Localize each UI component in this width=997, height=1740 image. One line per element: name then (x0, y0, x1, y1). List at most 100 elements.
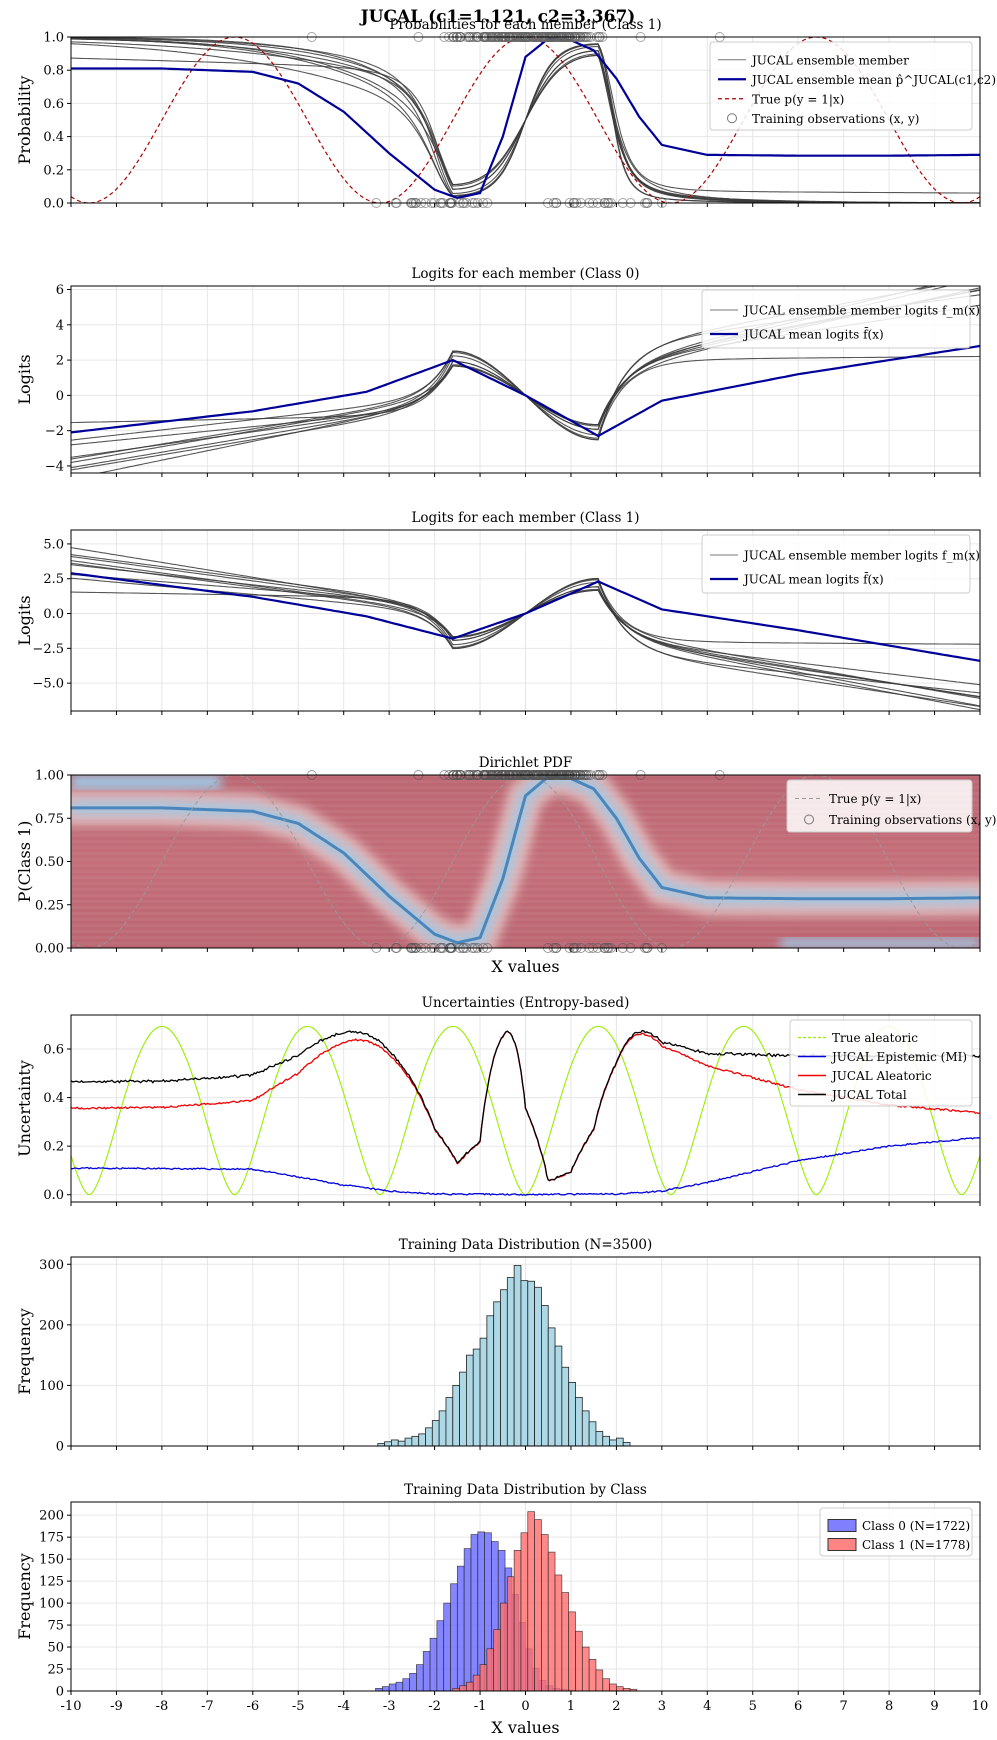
histogram-bar (445, 1397, 454, 1446)
y-tick-label: 300 (39, 1258, 64, 1273)
y-tick-label: 1.00 (35, 769, 64, 784)
panel-title: Uncertainties (Entropy-based) (422, 995, 630, 1011)
x-tick-label: 6 (794, 1699, 802, 1714)
x-tick-label: -3 (383, 1699, 396, 1714)
y-tick-label: 2.5 (43, 572, 64, 587)
y-tick-label: 5.0 (43, 537, 64, 552)
epistemic-line (71, 1137, 980, 1196)
histogram-bar (384, 1441, 392, 1446)
class1-bar (561, 1592, 570, 1691)
class1-bar (609, 1683, 617, 1691)
y-tick-label: 0.4 (43, 130, 64, 145)
y-tick-label: 0.50 (35, 855, 64, 870)
legend-label: True p(y = 1|x) (829, 792, 921, 806)
x-tick-label: 2 (612, 1699, 620, 1714)
legend-label: JUCAL mean logits f̄(x) (742, 571, 884, 587)
histogram-bar (622, 1441, 631, 1446)
figure-title: JUCAL (c1=1.121, c2=3.367) (359, 7, 636, 27)
class1-bar (479, 1664, 488, 1691)
class0-bar (450, 1583, 458, 1691)
class1-bar (602, 1678, 610, 1691)
class1-bar (554, 1574, 563, 1691)
x-axis-label: X values (491, 1718, 559, 1737)
histogram-bar (534, 1286, 542, 1446)
x-tick-label: -8 (156, 1699, 169, 1714)
legend-box (789, 1019, 973, 1107)
x-tick-label: 10 (972, 1699, 989, 1714)
x-tick-label: 0 (521, 1699, 529, 1714)
y-tick-label: 50 (47, 1641, 64, 1656)
histogram-bar (568, 1381, 576, 1446)
histogram-bar (547, 1327, 556, 1446)
y-tick-label: 0.4 (43, 1091, 64, 1106)
panel-title: Training Data Distribution (N=3500) (399, 1237, 653, 1253)
panel-training-histogram: 0 100 200 300 Frequency Training Data Distrib… (15, 1237, 981, 1455)
y-tick-label: 0.2 (43, 163, 64, 178)
panel-title: Dirichlet PDF (479, 755, 572, 771)
histogram-bar (588, 1421, 597, 1446)
histogram-bar (472, 1348, 481, 1446)
y-tick-label: 0.0 (43, 1188, 64, 1203)
class0-bar (416, 1664, 424, 1691)
class0-bar (381, 1686, 390, 1691)
x-tick-label: -7 (201, 1699, 214, 1714)
panel-uncertainties: 0.0 0.2 0.4 0.6 Uncertainty Uncertainties (En… (15, 995, 981, 1206)
class1-bar (581, 1646, 590, 1691)
histogram-bar (493, 1301, 501, 1446)
panel-title: Training Data Distribution by Class (404, 1482, 647, 1498)
class1-bar (547, 1551, 556, 1691)
y-tick-label: 200 (39, 1509, 64, 1524)
y-tick-label: 0 (56, 389, 64, 404)
y-tick-label: −2.5 (32, 642, 64, 657)
x-tick-label: -2 (428, 1699, 441, 1714)
y-axis-label: Logits (15, 595, 34, 645)
histogram-bar (561, 1366, 570, 1446)
panel-dirichlet-pdf: 0.00 0.25 0.50 0.75 1.00 P(Class 1) Dirichlet … (15, 755, 996, 976)
legend-label: Training observations (x, y) (829, 813, 996, 827)
class0-bar (388, 1683, 397, 1691)
legend-label: Class 0 (N=1722) (862, 1519, 970, 1533)
y-tick-label: 0.25 (35, 898, 64, 913)
panel-probabilities: 0.0 0.2 0.4 0.6 0.8 1.0 Probability Probabiliti… (15, 17, 997, 212)
x-tick-label: -5 (292, 1699, 305, 1714)
plot-content (377, 1265, 631, 1446)
y-tick-label: −2 (45, 424, 64, 439)
edge-band (780, 938, 980, 948)
class0-bar (409, 1673, 417, 1691)
histogram-bar (425, 1427, 433, 1446)
y-tick-label: 175 (39, 1531, 64, 1546)
class1-bar (527, 1511, 535, 1691)
x-tick-label: 4 (703, 1699, 711, 1714)
mean-logit-line (71, 572, 980, 662)
y-tick-label: 0 (56, 1440, 64, 1455)
y-tick-label: 100 (39, 1379, 64, 1394)
class1-bar (616, 1686, 624, 1691)
legend-box (786, 779, 973, 833)
legend-box (701, 534, 971, 594)
plot-content (375, 1511, 638, 1691)
legend-label: JUCAL ensemble mean p̂^JUCAL(c1,c2)(x) (750, 73, 997, 87)
histogram-bar (616, 1437, 624, 1446)
y-tick-label: 100 (39, 1597, 64, 1612)
class0-bar (429, 1637, 438, 1691)
histogram-bar (391, 1439, 399, 1446)
y-tick-label: 4 (56, 318, 64, 333)
y-tick-label: 6 (56, 283, 64, 298)
plot-content (71, 547, 980, 711)
histogram-bar (513, 1265, 522, 1446)
panel-title: Probabilities for each member (Class 1) (389, 17, 661, 33)
legend-box (701, 289, 971, 349)
legend-label: JUCAL mean logits f̄(x) (742, 326, 884, 342)
x-tick-label: -1 (474, 1699, 487, 1714)
histogram-bar (466, 1354, 474, 1446)
legend-label: True aleatoric (832, 1031, 918, 1045)
class1-bar (459, 1685, 467, 1691)
x-tick-label: 5 (749, 1699, 757, 1714)
histogram-bar (609, 1439, 617, 1446)
legend-label: JUCAL Aleatoric (830, 1069, 932, 1083)
density-core (71, 775, 980, 945)
class1-bar (588, 1659, 597, 1691)
class1-bar (472, 1674, 481, 1691)
y-tick-label: 75 (47, 1619, 64, 1634)
y-tick-label: 125 (39, 1575, 64, 1590)
